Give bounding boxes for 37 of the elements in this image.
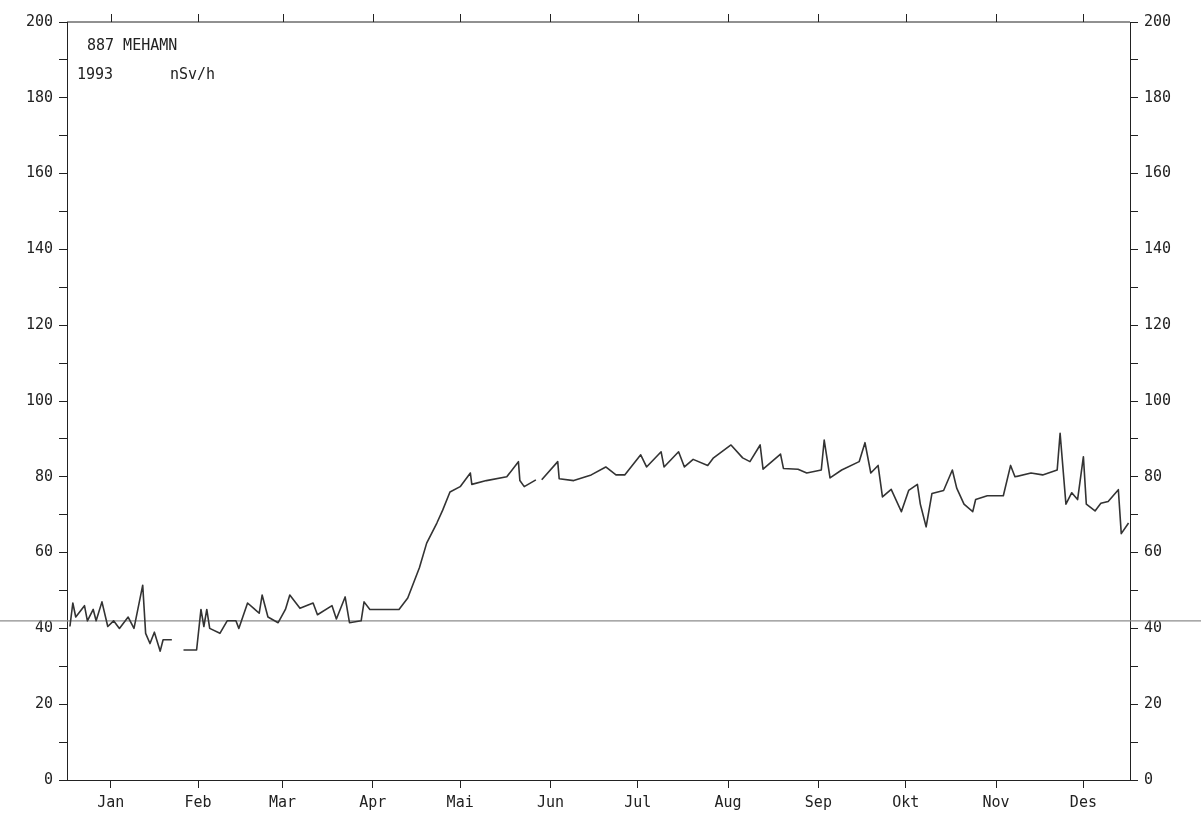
- x-tick-label: Apr: [359, 792, 387, 811]
- y-tick-label: 180: [25, 87, 53, 106]
- y-tick-label: 60: [34, 542, 53, 561]
- x-tick-label: Feb: [184, 792, 212, 811]
- y-tick-label: 160: [25, 163, 53, 182]
- text: 887 MEHAMN: [87, 36, 178, 54]
- y-axis-title: nSv/h: [170, 65, 216, 83]
- x-tick-label: Jul: [624, 792, 652, 811]
- y2-tick-label: 180: [1144, 87, 1172, 106]
- y-tick-label: 40: [34, 618, 53, 637]
- x-tick-label: Mai: [446, 792, 474, 811]
- y2-tick-label: 80: [1144, 466, 1163, 485]
- y-tick-label: 20: [34, 694, 53, 713]
- y-tick-label: 140: [25, 239, 53, 258]
- y2-tick-label: 60: [1144, 542, 1163, 561]
- x-tick-label: Nov: [982, 792, 1010, 811]
- x-tick-label: Aug: [714, 792, 742, 811]
- y-tick-label: 120: [25, 315, 53, 334]
- y2-tick-label: 200: [1144, 11, 1172, 30]
- y2-tick-label: 140: [1144, 239, 1172, 258]
- y2-tick-label: 100: [1144, 390, 1172, 409]
- y-tick-label: 100: [25, 390, 53, 409]
- x-tick-label: Des: [1069, 792, 1097, 811]
- y-tick-label: 0: [43, 769, 53, 788]
- x-tick-label: Mar: [268, 792, 297, 811]
- x-tick-label: Sep: [804, 792, 832, 811]
- text: 1993: [77, 65, 114, 83]
- y-tick-label: 200: [25, 11, 53, 30]
- x-tick-label: Okt: [892, 792, 920, 811]
- y-tick-label: 80: [34, 466, 53, 485]
- x-tick-label: Jun: [536, 792, 564, 811]
- x-tick-label: Jan: [97, 792, 125, 811]
- y2-tick-label: 160: [1144, 163, 1172, 182]
- y2-tick-label: 20: [1144, 694, 1163, 713]
- y2-tick-label: 0: [1144, 769, 1154, 788]
- y2-tick-label: 120: [1144, 315, 1172, 334]
- y2-tick-label: 40: [1144, 618, 1163, 637]
